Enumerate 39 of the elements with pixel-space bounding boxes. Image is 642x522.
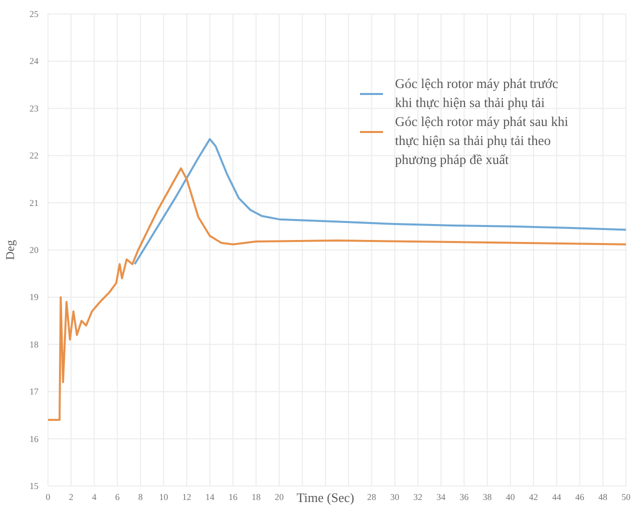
legend-label: Góc lệch rotor máy phát trước khi thực hiện sa thải phụ tải: [395, 76, 558, 110]
y-tick-label: 25: [30, 9, 39, 19]
y-tick-label: 21: [30, 198, 38, 208]
y-tick-label: 24: [30, 56, 39, 66]
x-tick-label: 20: [274, 492, 284, 502]
x-tick-label: 48: [598, 492, 608, 502]
x-tick-label: 42: [529, 492, 538, 502]
legend-label: Góc lệch rotor máy phát sau khi thực hiện sa thải phụ tải theo phương pháp đề xuất: [395, 114, 568, 167]
y-axis-title: Deg: [3, 240, 17, 260]
y-tick-label: 20: [30, 245, 39, 255]
x-tick-label: 38: [482, 492, 492, 502]
x-tick-label: 36: [460, 492, 470, 502]
x-tick-label: 32: [413, 492, 422, 502]
x-tick-label: 30: [390, 492, 400, 502]
x-tick-label: 46: [575, 492, 585, 502]
line-series: [47, 167, 627, 421]
x-tick-label: 18: [252, 492, 262, 502]
y-tick-label: 23: [30, 103, 39, 114]
x-tick-label: 4: [92, 492, 97, 502]
x-tick-label: 14: [205, 492, 215, 502]
y-tick-label: 18: [30, 339, 39, 350]
x-tick-label: 28: [367, 492, 377, 502]
y-tick-label: 16: [30, 434, 39, 444]
x-tick-label: 16: [228, 492, 238, 502]
x-tick-label: 34: [436, 492, 446, 502]
y-tick-label: 22: [30, 150, 38, 161]
x-tick-label: 2: [68, 492, 74, 502]
y-tick-label: 15: [30, 481, 39, 491]
y-tick-label: 17: [30, 386, 39, 397]
x-tick-label: 10: [159, 492, 169, 502]
x-tick-label: 8: [138, 492, 144, 502]
x-tick-label: 12: [182, 492, 192, 502]
x-tick-label: 6: [115, 492, 120, 502]
y-tick-label: 19: [30, 292, 39, 302]
x-axis-title: Time (Sec): [296, 490, 354, 505]
x-tick-label: 50: [622, 492, 631, 502]
x-tick-label: 0: [46, 492, 51, 502]
x-tick-label: 40: [506, 492, 516, 502]
x-tick-label: 44: [552, 492, 562, 502]
